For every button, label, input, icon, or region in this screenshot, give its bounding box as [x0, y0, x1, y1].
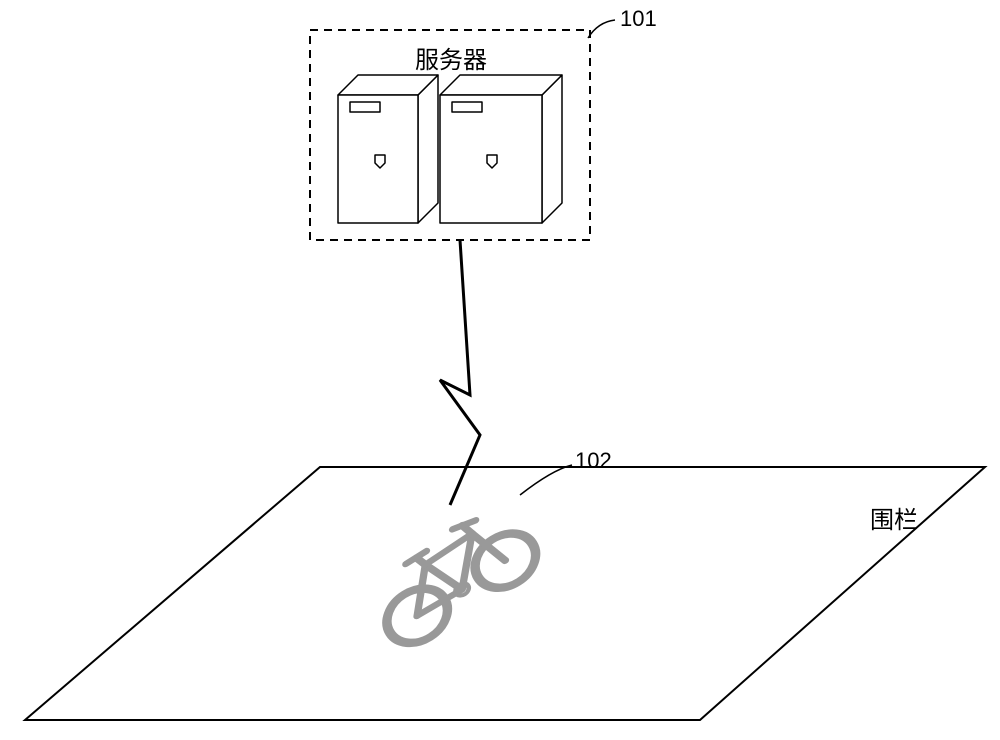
fence-polygon: [25, 467, 985, 720]
callout-101: 101: [620, 6, 657, 32]
wireless-connection-line: [440, 240, 480, 505]
server-label: 服务器: [415, 40, 487, 75]
server-computer-right: [440, 75, 562, 223]
callout-line-101: [588, 20, 615, 38]
diagram-canvas: [0, 0, 1000, 740]
server-computer-left: [338, 75, 438, 223]
callout-line-102: [520, 465, 572, 495]
callout-102: 102: [575, 448, 612, 474]
fence-label: 围栏: [870, 500, 918, 535]
bicycle-icon: [361, 497, 546, 653]
